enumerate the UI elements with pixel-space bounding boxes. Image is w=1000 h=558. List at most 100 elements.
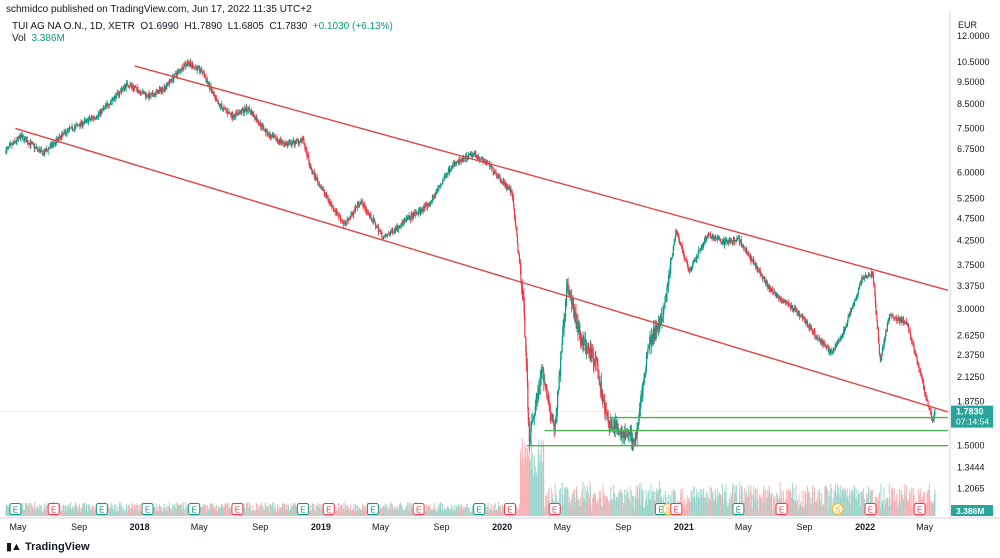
candle-body [157, 90, 159, 94]
candle-body [596, 362, 598, 365]
volume-bar [692, 486, 694, 516]
candle-body [895, 316, 897, 319]
candle-body [93, 117, 95, 119]
candle-body [224, 107, 227, 110]
candle-body [523, 304, 525, 317]
volume-bar [819, 500, 821, 516]
candle-body [527, 407, 529, 423]
ohlc-low: L1.6805 [227, 21, 264, 32]
candle-body [410, 215, 412, 220]
volume-bar [892, 500, 894, 516]
candle-body [310, 165, 312, 170]
candle-body [393, 230, 395, 233]
candle-body [693, 261, 695, 263]
volume-bar [584, 500, 586, 516]
volume-bar [27, 506, 29, 516]
volume-bar [121, 506, 123, 516]
event-letter: E [416, 506, 421, 515]
candle-body [129, 86, 131, 87]
volume-bar [162, 507, 164, 516]
candle-body [885, 330, 887, 337]
candle-body [386, 233, 388, 235]
volume-bar [772, 493, 774, 516]
volume-bar [821, 492, 823, 516]
candle-body [404, 219, 406, 221]
candle-body [678, 235, 680, 240]
volume-bar [25, 502, 27, 516]
candle-body [91, 117, 93, 119]
volume-bar [291, 506, 293, 516]
volume-bar [560, 488, 562, 516]
candle-body [109, 103, 111, 105]
candle-body [591, 349, 594, 352]
volume-bar [244, 507, 246, 516]
earnings-marker: E [188, 503, 201, 515]
candle-body [173, 76, 175, 80]
candle-body [917, 361, 919, 364]
time-tick-label: May [372, 522, 390, 532]
candle-body [505, 182, 508, 189]
candle-body [582, 335, 585, 343]
candle-body [424, 204, 427, 206]
candle-body [696, 256, 698, 260]
candle-body [458, 160, 460, 163]
volume-bar [796, 499, 798, 516]
candle-body [270, 134, 272, 138]
candle-body [812, 330, 814, 333]
candle-body [530, 428, 532, 438]
candle-body [499, 176, 501, 180]
candle-body [806, 320, 808, 325]
candle-body [463, 157, 465, 159]
footer-brand[interactable]: ▮▲ TradingView [6, 540, 90, 554]
candle-body [182, 68, 184, 70]
volume-bar [110, 502, 112, 516]
candle-body [194, 66, 196, 68]
candle-body [377, 227, 379, 233]
volume-bar [851, 489, 853, 516]
volume-bar [275, 507, 277, 516]
volume-bar [498, 502, 500, 516]
candle-body [666, 284, 668, 288]
price-axis: EUR12.000010.50009.50008.50007.50006.750… [957, 20, 990, 515]
candle-body [527, 382, 529, 408]
candle-body [298, 140, 300, 143]
candle-body [129, 84, 131, 87]
candle-body [110, 101, 112, 102]
candle-body [886, 323, 888, 332]
candle-body [765, 280, 767, 284]
candle-body [289, 142, 291, 144]
earnings-marker: E [913, 503, 926, 515]
candle-body [789, 304, 792, 309]
candle-body [840, 337, 842, 339]
candle-body [513, 209, 516, 218]
candle-body [145, 93, 147, 97]
volume-bar [284, 505, 286, 516]
volume-bar [649, 499, 651, 516]
price-tick-label: 1.5000 [957, 441, 985, 451]
volume-bar [153, 507, 155, 516]
candle-body [555, 423, 557, 424]
candle-body [652, 328, 655, 338]
candle-body [817, 336, 819, 340]
candle-body [692, 262, 694, 264]
candle-body [716, 236, 719, 240]
candle-body [452, 164, 454, 168]
candle-body [21, 135, 23, 138]
volume-bar [409, 505, 411, 516]
candle-body [187, 61, 189, 63]
candle-body [892, 316, 894, 318]
volume-bar [255, 502, 257, 516]
volume-bar [32, 505, 34, 516]
volume-bar [880, 483, 882, 516]
candle-body [416, 212, 418, 214]
candle-body [482, 157, 484, 160]
candle-body [831, 349, 833, 353]
candle-body [613, 427, 615, 429]
volume-bar [626, 488, 628, 516]
candle-body [45, 149, 47, 152]
candle-body [760, 274, 762, 276]
candle-body [617, 431, 619, 435]
volume-bar [310, 504, 312, 516]
candle-body [248, 107, 250, 110]
